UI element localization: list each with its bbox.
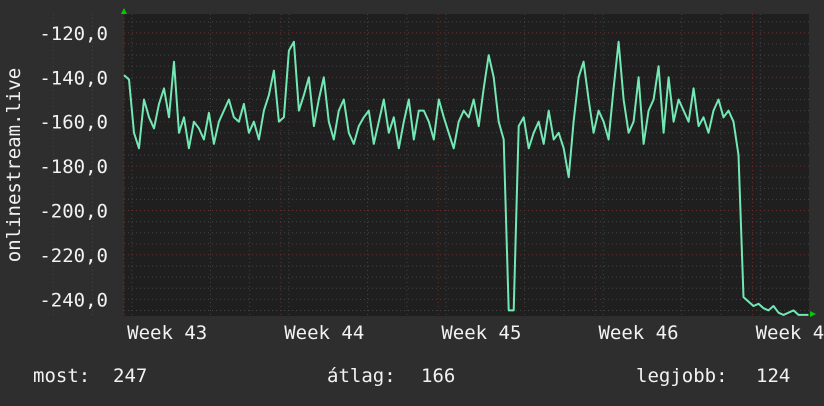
y-axis-label: onlinestream.live	[3, 68, 25, 262]
legend-max-value: 124	[756, 365, 790, 387]
x-tick-label: Week 45	[441, 322, 521, 344]
x-tick-label: Week 47	[756, 322, 824, 344]
x-tick-label: Week 46	[598, 322, 678, 344]
series-line	[123, 40, 809, 316]
y-axis-arrow-icon	[121, 8, 127, 14]
legend-average-label: átlag:	[327, 365, 396, 387]
legend-current-value: 247	[113, 365, 147, 387]
x-axis-arrow-icon	[810, 311, 816, 317]
y-axis: -120,0 -140,0 -160,0 -180,0 -200,0 -220,0 -240…	[39, 23, 108, 311]
y-tick-label: -200,0	[39, 201, 108, 223]
legend-average-value: 166	[421, 365, 455, 387]
y-tick-label: -160,0	[39, 112, 108, 134]
y-tick-label: -240,0	[39, 289, 108, 311]
x-axis: Week 43 Week 44 Week 45 Week 46 Week 47	[127, 322, 824, 344]
y-tick-label: -180,0	[39, 156, 108, 178]
plot-area	[124, 14, 809, 316]
y-tick-label: -120,0	[39, 23, 108, 45]
y-tick-label: -220,0	[39, 245, 108, 267]
legend-current-label: most:	[33, 365, 90, 387]
y-tick-label: -140,0	[39, 67, 108, 89]
legend-max-label: legjobb:	[636, 365, 728, 387]
x-tick-label: Week 44	[284, 322, 364, 344]
x-tick-label: Week 43	[127, 322, 207, 344]
